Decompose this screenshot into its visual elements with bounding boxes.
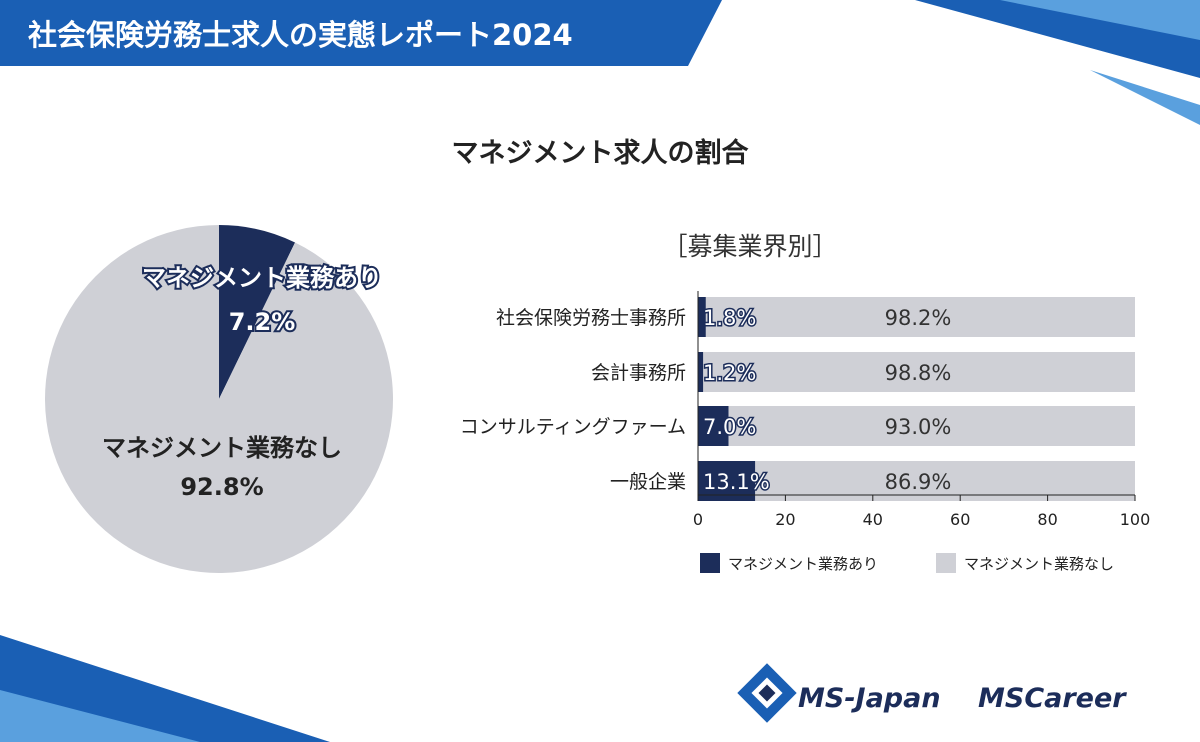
- bar-segment-management-yes: [698, 406, 729, 446]
- data-label-management-yes: 7.0%: [703, 415, 756, 439]
- corner-stripe-bottom-light: [0, 690, 200, 742]
- pie-label-name-no: マネジメント業務なし: [102, 434, 342, 462]
- bar-segment-management-no: [755, 461, 1135, 501]
- data-label-management-yes: 1.2%: [703, 361, 756, 385]
- ms-japan-logo-text: MS-Japan: [798, 683, 941, 714]
- corner-stripe-top-thin: [1090, 70, 1200, 125]
- data-label-management-no: 93.0%: [885, 415, 952, 439]
- data-label-management-no: 98.2%: [885, 306, 952, 330]
- data-label-management-yes: 1.8%: [703, 306, 756, 330]
- bar-segment-management-yes: [698, 297, 706, 337]
- ms-japan-logo: MS-Japan: [737, 663, 941, 723]
- category-label: 会計事務所: [591, 362, 686, 384]
- chart-title: マネジメント求人の割合: [452, 137, 749, 169]
- bar-segment-management-yes: [698, 461, 756, 501]
- data-label-management-no: 86.9%: [885, 470, 952, 494]
- bar-section-title: ［募集業界別］: [662, 232, 837, 261]
- pie-label-value-yes: 7.2%: [229, 308, 296, 336]
- legend: マネジメント業務あり マネジメント業務なし: [700, 553, 1114, 573]
- x-tick-label: 40: [863, 510, 883, 529]
- bar-segment-management-no: [703, 352, 1135, 392]
- x-tick-label: 100: [1120, 510, 1151, 529]
- data-label-management-yes: 13.1%: [703, 470, 770, 494]
- pie-label-name-yes: マネジメント業務あり: [142, 264, 382, 292]
- pie-label-value-no: 92.8%: [180, 473, 263, 501]
- bar-segment-management-no: [705, 297, 1135, 337]
- bar-segment-management-no: [728, 406, 1135, 446]
- ms-career-logo-text: MSCareer: [978, 683, 1127, 714]
- x-tick-label: 0: [693, 510, 703, 529]
- legend-swatch-management-no: [936, 553, 956, 573]
- bar-chart: 社会保険労務士事務所 1.8% 98.2% 会計事務所 1.2% 98.8% コンサルティン…: [460, 291, 1151, 529]
- bar-segment-management-yes: [698, 352, 704, 392]
- pie-slice-management-yes: [219, 225, 296, 399]
- page-title: 社会保険労務士求人の実態レポート2024: [28, 18, 573, 52]
- x-tick-label: 80: [1037, 510, 1057, 529]
- legend-label-management-no: マネジメント業務なし: [964, 555, 1114, 573]
- category-label: コンサルティングファーム: [460, 416, 686, 438]
- category-label: 社会保険労務士事務所: [496, 307, 686, 329]
- legend-swatch-management-yes: [700, 553, 720, 573]
- x-tick-label: 20: [775, 510, 795, 529]
- x-tick-label: 60: [950, 510, 970, 529]
- data-label-management-no: 98.8%: [885, 361, 952, 385]
- pie-slice-management-no: [45, 225, 393, 573]
- header-banner: [0, 0, 722, 66]
- ms-japan-logo-mark-core: [758, 684, 776, 702]
- legend-label-management-yes: マネジメント業務あり: [728, 555, 878, 573]
- pie-chart: マネジメント業務あり 7.2% マネジメント業務なし 92.8%: [45, 225, 393, 573]
- category-label: 一般企業: [610, 471, 686, 493]
- corner-stripe-top-light: [1000, 0, 1200, 40]
